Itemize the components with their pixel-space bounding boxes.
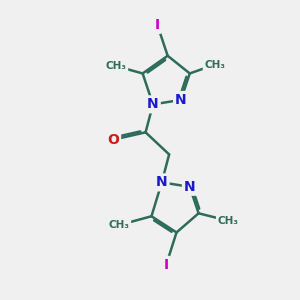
Text: CH₃: CH₃ [204, 60, 225, 70]
Text: O: O [107, 133, 119, 147]
Text: CH₃: CH₃ [218, 216, 239, 226]
Text: N: N [184, 180, 196, 194]
Text: N: N [156, 176, 168, 189]
Text: I: I [164, 258, 169, 272]
Text: N: N [147, 98, 159, 111]
Text: I: I [155, 18, 160, 32]
Text: CH₃: CH₃ [106, 61, 127, 71]
Text: N: N [175, 93, 187, 107]
Text: CH₃: CH₃ [109, 220, 130, 230]
